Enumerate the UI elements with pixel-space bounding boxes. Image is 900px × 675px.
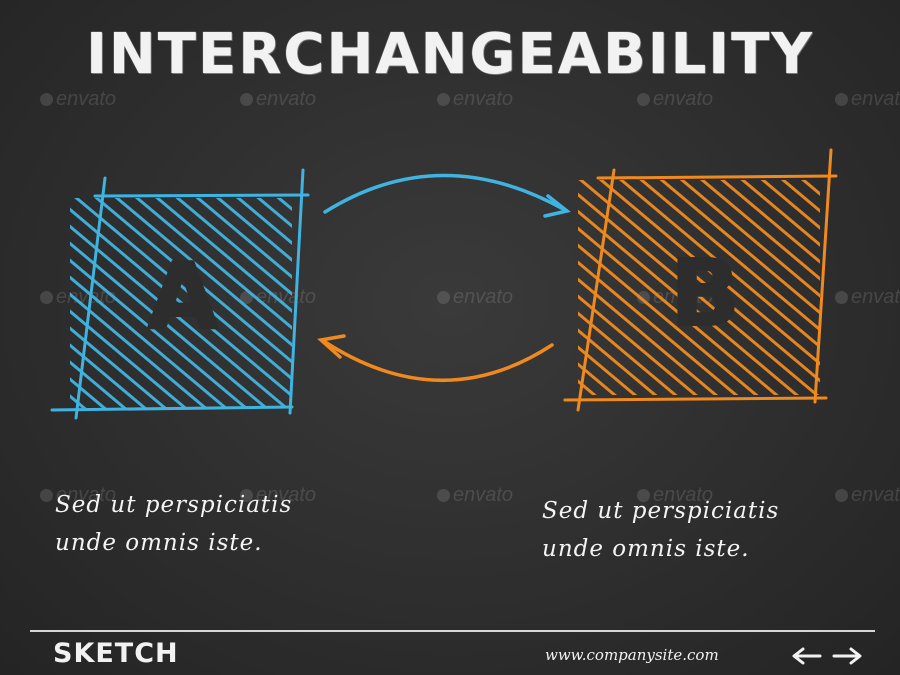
envato-leaf-icon xyxy=(637,489,650,502)
envato-leaf-icon xyxy=(835,93,848,106)
footer-divider xyxy=(30,630,875,632)
envato-leaf-icon xyxy=(437,291,450,304)
box-b-outline xyxy=(563,148,838,412)
watermark: envato xyxy=(437,88,513,111)
slide-title: INTERCHANGEABILITY xyxy=(86,22,814,87)
envato-leaf-icon xyxy=(637,93,650,106)
envato-leaf-icon xyxy=(835,291,848,304)
watermark: envato xyxy=(835,286,900,309)
arrow-b-to-a xyxy=(317,334,554,383)
watermark: envato xyxy=(240,484,316,507)
envato-leaf-icon xyxy=(40,93,53,106)
watermark: envato xyxy=(437,286,513,309)
caption-a-line: Sed ut perspiciatis xyxy=(55,492,293,518)
envato-leaf-icon xyxy=(437,489,450,502)
watermark: envato xyxy=(437,484,513,507)
caption-a-line: unde omnis iste. xyxy=(55,530,263,556)
envato-leaf-icon xyxy=(240,93,253,106)
watermark: envato xyxy=(637,88,713,111)
watermark: envato xyxy=(40,484,116,507)
box-a: A xyxy=(50,168,310,420)
watermark: envato xyxy=(40,88,116,111)
caption-b-line: unde omnis iste. xyxy=(542,536,750,562)
caption-b-line: Sed ut perspiciatis xyxy=(542,498,780,524)
envato-leaf-icon xyxy=(240,489,253,502)
box-a-outline xyxy=(50,168,310,420)
arrow-left-icon[interactable] xyxy=(790,644,824,668)
watermark: envato xyxy=(637,484,713,507)
arrow-a-to-b xyxy=(323,173,571,218)
company-site-link[interactable]: www.companysite.com xyxy=(545,646,719,664)
box-b-hatch-fill xyxy=(578,180,820,395)
caption-b: Sed ut perspiciatis unde omnis iste. xyxy=(542,492,779,568)
envato-leaf-icon xyxy=(40,291,53,304)
envato-leaf-icon xyxy=(40,489,53,502)
watermark: envato xyxy=(835,484,900,507)
box-a-hatch-fill xyxy=(70,198,292,408)
envato-leaf-icon xyxy=(437,93,450,106)
box-b-letter: B xyxy=(670,240,740,347)
watermark: envato xyxy=(240,88,316,111)
box-a-letter: A xyxy=(147,243,218,350)
caption-a: Sed ut perspiciatis unde omnis iste. xyxy=(55,486,292,562)
box-b: B xyxy=(563,148,838,412)
watermark: envato xyxy=(835,88,900,111)
arrow-right-icon[interactable] xyxy=(830,644,864,668)
envato-leaf-icon xyxy=(835,489,848,502)
brand-logo: SKETCH xyxy=(53,638,179,669)
